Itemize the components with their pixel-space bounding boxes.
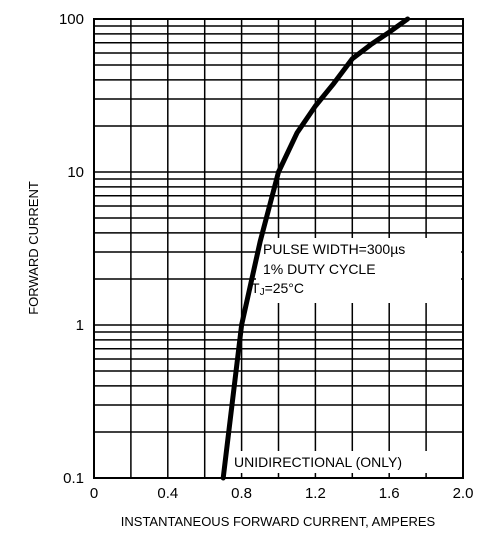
pulse-width-label: PULSE WIDTH=300µs [263,241,405,257]
forward-current-curve [220,16,411,481]
x-tick-label: 0.4 [157,485,178,502]
y-tick-label: 0.1 [63,470,84,487]
test-conditions-box: PULSE WIDTH=300µs 1% DUTY CYCLE TJ=25°C [251,238,461,303]
x-tick-label: 1.6 [379,485,400,502]
y-tick-label: 10 [67,164,84,181]
test-conditions-backdrop [256,238,461,303]
x-tick-label: 0.8 [231,485,252,502]
unidirectional-box: UNIDIRECTIONAL (ONLY) [228,451,461,473]
unidirectional-backdrop [228,451,461,473]
x-tick-label: 0 [90,485,98,502]
unidirectional-label: UNIDIRECTIONAL (ONLY) [234,454,402,470]
x-tick-label: 1.2 [305,485,326,502]
y-tick-label: 1 [76,317,84,334]
x-axis-title: INSTANTANEOUS FORWARD CURRENT, AMPERES [121,514,436,529]
x-tick-label: 2.0 [453,485,474,502]
y-axis-title: FORWARD CURRENT [26,181,41,315]
x-axis-ticks: 0 0.4 0.8 1.2 1.6 2.0 [90,485,474,502]
duty-cycle-label: 1% DUTY CYCLE [263,261,376,277]
y-axis-ticks: 0.1 1 10 100 [59,11,84,487]
plot-area-frame [93,18,464,479]
junction-temp-label: TJ=25°C [251,280,304,298]
y-tick-label: 100 [59,11,84,28]
